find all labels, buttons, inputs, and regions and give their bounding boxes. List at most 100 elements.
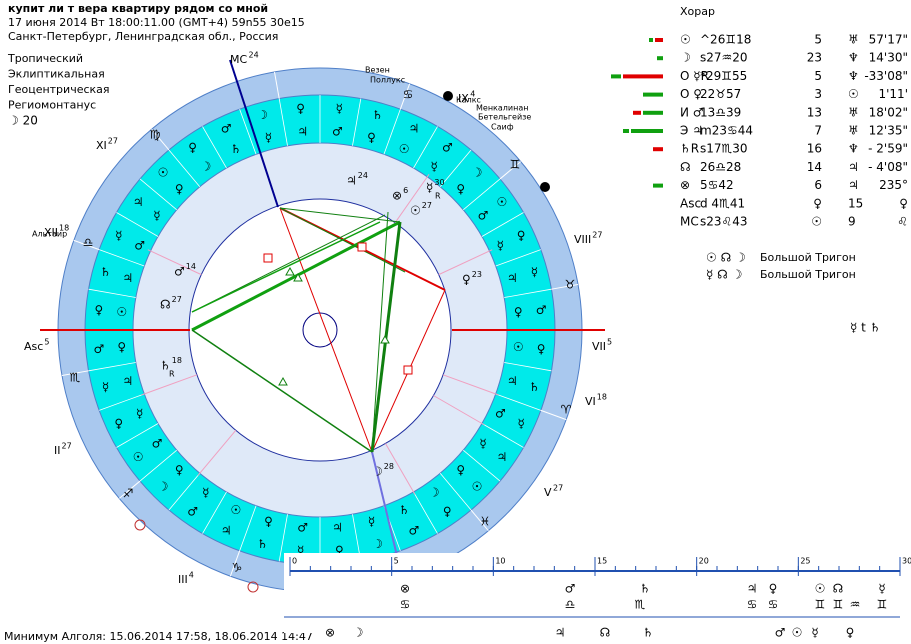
ruler-glyph: ♋	[747, 598, 758, 612]
ring-glyph: ♂	[408, 524, 419, 538]
ring-glyph: ☿	[265, 130, 272, 144]
aspect-planets: ☿ ☊ ☽	[706, 268, 742, 282]
planet: ♃	[346, 174, 357, 188]
side-note: ☿ t ♄	[850, 321, 880, 335]
sign-division	[399, 83, 411, 110]
ring-glyph: ♂	[495, 407, 506, 421]
position-cell: - 2'59"	[868, 142, 908, 156]
ruler-glyph: ♂	[565, 582, 576, 596]
ring-glyph: ☿	[297, 544, 304, 558]
strength-bar	[631, 129, 663, 133]
sign: ♏	[70, 371, 81, 385]
position-cell: Asc	[680, 196, 701, 210]
ring-division	[481, 423, 524, 448]
ring-glyph: ♄	[372, 108, 383, 122]
aspect-line	[191, 221, 381, 313]
sign-division	[274, 71, 280, 99]
ring-glyph: ☿	[202, 486, 209, 500]
position-cell: ☊	[680, 160, 691, 174]
strength-bar	[623, 74, 663, 79]
ring-glyph: ☉	[513, 340, 524, 354]
planet-degree: 6	[403, 186, 408, 195]
ring-division	[413, 126, 438, 169]
ruler-glyph: ♊	[815, 598, 826, 612]
position-cell: ☉	[848, 87, 859, 101]
position-cell: 3	[814, 87, 822, 101]
ruler-tick-label: 15	[597, 557, 607, 566]
ring-division	[413, 491, 438, 534]
ring-division	[383, 109, 401, 155]
ring-division	[462, 178, 501, 211]
ring-glyph: ☉	[158, 166, 169, 180]
position-cell: 15	[848, 196, 863, 210]
ring-glyph: ♂	[536, 303, 547, 317]
sign: ♋	[403, 88, 414, 102]
strength-bar	[643, 92, 663, 97]
ruler-glyph: ☉	[815, 582, 826, 596]
mark-circle	[134, 519, 146, 531]
sign-division	[118, 480, 141, 499]
ring-glyph: ♂	[221, 121, 232, 135]
setting: Эклиптикальная	[8, 68, 105, 81]
position-cell: -33'08"	[864, 69, 908, 83]
position-cell: ♆	[848, 69, 859, 83]
ring-division	[99, 249, 145, 267]
aspect-line	[191, 329, 373, 453]
position-cell: 235°	[879, 178, 908, 192]
ring-glyph: ☉	[231, 503, 242, 517]
ruler-glyph: ♏	[635, 598, 646, 612]
position-cell: ♀	[899, 196, 908, 210]
ring-glyph: ♃	[332, 521, 343, 535]
strength-bar	[633, 110, 641, 115]
ruler-glyph: ☽	[353, 626, 364, 640]
trine-aspect	[278, 376, 288, 386]
planet-degree: 23	[472, 270, 482, 279]
ring-glyph: ☿	[153, 208, 160, 222]
position-cell: 22♉57	[700, 87, 741, 101]
cusp-label: II	[54, 444, 61, 457]
position-cell: 14'30"	[869, 51, 908, 65]
star: Везен	[365, 66, 390, 75]
ruler-glyph: ⊗	[325, 626, 335, 640]
aspect-line	[191, 220, 401, 332]
ring-glyph: ♂	[442, 141, 453, 155]
datetime: 17 июня 2014 Вт 18:00:11.00 (GMT+4) 59n5…	[8, 16, 305, 29]
ring-division	[168, 472, 201, 511]
sign: ♓	[480, 515, 491, 529]
ring-glyph: ♃	[122, 374, 133, 388]
planet: ⊗	[392, 189, 402, 203]
position-cell: 7	[814, 124, 822, 138]
square-aspect	[357, 242, 367, 252]
cusp-degree: 4	[470, 90, 475, 99]
ruler-tick-label: 5	[394, 557, 399, 566]
aspect-line	[279, 207, 406, 273]
position-cell: 14	[807, 160, 822, 174]
ring-glyph: ☉	[116, 305, 127, 319]
strength-bar	[655, 38, 663, 42]
ruler-glyph: ⊗	[400, 582, 410, 596]
ruler-bg	[284, 553, 911, 633]
cusp-degree: 18	[597, 393, 607, 402]
cusp-label: III	[178, 573, 188, 586]
position-cell: 5	[814, 69, 822, 83]
cusp-label: VI	[585, 395, 596, 408]
ruler-glyph: ♒	[850, 598, 861, 612]
ring-glyph: ☉	[496, 195, 507, 209]
house-line	[141, 374, 198, 396]
mark-circle	[247, 581, 259, 593]
ruler-tick-label: 0	[292, 557, 297, 566]
ring-glyph: ♃	[133, 195, 144, 209]
ring-glyph: ♀	[264, 515, 273, 529]
star: Поллукс	[370, 76, 405, 85]
ring-glyph: ♀	[94, 303, 103, 317]
position-cell: s27♒20	[700, 51, 748, 65]
position-cell: 23	[807, 51, 822, 65]
aspect-line	[371, 211, 389, 453]
ruler-glyph: ♊	[877, 598, 888, 612]
ring-division	[439, 472, 472, 511]
strength-bar	[653, 183, 663, 188]
title: купит ли т вера квартиру рядом со мной	[8, 2, 268, 15]
position-cell: 16	[807, 142, 822, 156]
ring-glyph: ☽	[158, 479, 169, 493]
